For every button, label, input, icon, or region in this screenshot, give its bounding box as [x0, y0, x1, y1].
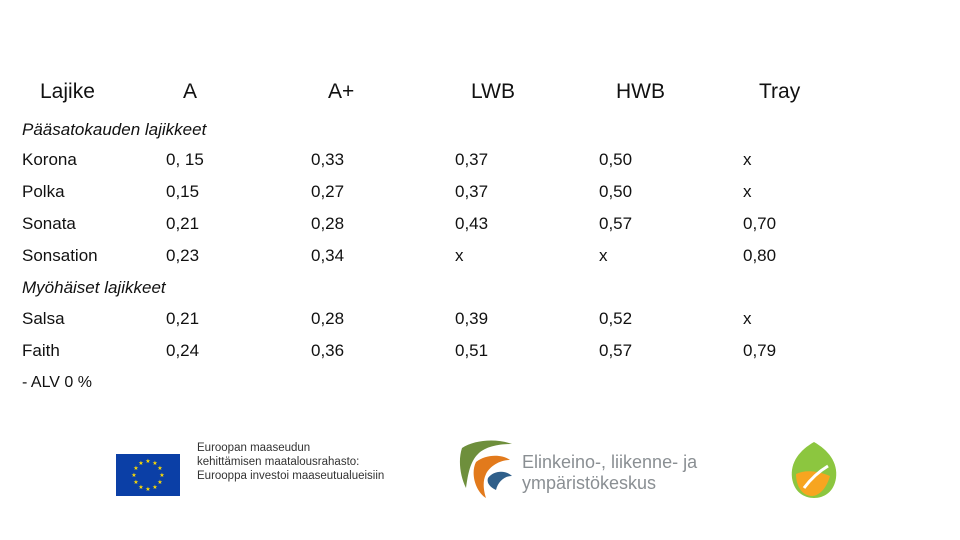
price-lwb: 0,37 — [455, 182, 489, 201]
svg-text:★: ★ — [133, 465, 138, 472]
price-lwb: 0,39 — [455, 309, 489, 328]
table-row: Sonsation 0,23 0,34 x x 0,80 — [0, 246, 960, 272]
column-header-a-plus: A+ — [328, 80, 355, 103]
price-a-plus: 0,28 — [311, 214, 345, 233]
price-tray: x — [743, 182, 752, 201]
svg-text:★: ★ — [145, 458, 150, 465]
variety-name: Faith — [22, 341, 60, 360]
table-row: Faith 0,24 0,36 0,51 0,57 0,79 — [0, 341, 960, 367]
table-row: Polka 0,15 0,27 0,37 0,50 x — [0, 182, 960, 208]
price-a: 0, 15 — [166, 150, 204, 169]
variety-name: Salsa — [22, 309, 65, 328]
column-header-hwb: HWB — [616, 80, 665, 103]
svg-text:★: ★ — [157, 479, 162, 486]
price-hwb: 0,50 — [599, 182, 633, 201]
section-title-main-season: Pääsatokauden lajikkeet — [22, 120, 207, 139]
column-header-a: A — [183, 80, 198, 103]
price-hwb: 0,57 — [599, 341, 633, 360]
variety-name: Sonata — [22, 214, 76, 233]
price-a-plus: 0,28 — [311, 309, 345, 328]
price-a: 0,15 — [166, 182, 200, 201]
price-hwb: 0,57 — [599, 214, 633, 233]
svg-text:★: ★ — [152, 460, 157, 467]
vat-note: - ALV 0 % — [22, 374, 92, 391]
column-header-lajike: Lajike — [40, 80, 95, 103]
price-a-plus: 0,36 — [311, 341, 345, 360]
price-tray: x — [743, 309, 752, 328]
price-lwb: 0,37 — [455, 150, 489, 169]
price-hwb: 0,52 — [599, 309, 633, 328]
price-a: 0,23 — [166, 246, 200, 265]
price-hwb: 0,50 — [599, 150, 633, 169]
price-tray: 0,79 — [743, 341, 777, 360]
price-a: 0,21 — [166, 214, 200, 233]
price-tray: 0,80 — [743, 246, 777, 265]
price-hwb: x — [599, 246, 608, 265]
price-tray: x — [743, 150, 752, 169]
leaf-logo — [786, 440, 842, 500]
svg-text:★: ★ — [138, 460, 143, 467]
price-lwb: 0,51 — [455, 341, 489, 360]
variety-name: Polka — [22, 182, 65, 201]
svg-text:★: ★ — [145, 486, 150, 493]
table-row: Sonata 0,21 0,28 0,43 0,57 0,70 — [0, 214, 960, 240]
section-title-late-varieties: Myöhäiset lajikkeet — [22, 278, 166, 297]
price-a: 0,24 — [166, 341, 200, 360]
svg-text:★: ★ — [131, 472, 136, 479]
table-row: Salsa 0,21 0,28 0,39 0,52 x — [0, 309, 960, 335]
price-a: 0,21 — [166, 309, 200, 328]
price-a-plus: 0,34 — [311, 246, 345, 265]
price-a-plus: 0,27 — [311, 182, 345, 201]
price-lwb: x — [455, 246, 464, 265]
column-header-tray: Tray — [759, 80, 801, 103]
ely-centre-text: Elinkeino-, liikenne- ja ympäristökeskus — [522, 452, 698, 493]
svg-text:★: ★ — [152, 484, 157, 491]
variety-name: Korona — [22, 150, 77, 169]
svg-text:★: ★ — [133, 479, 138, 486]
price-tray: 0,70 — [743, 214, 777, 233]
eu-flag-logo: ★ ★ ★ ★ ★ ★ ★ ★ ★ ★ ★ ★ — [116, 454, 180, 496]
svg-text:★: ★ — [138, 484, 143, 491]
table-row: Korona 0, 15 0,33 0,37 0,50 x — [0, 150, 960, 176]
svg-text:★: ★ — [157, 465, 162, 472]
svg-text:★: ★ — [159, 472, 164, 479]
column-header-lwb: LWB — [471, 80, 515, 103]
price-lwb: 0,43 — [455, 214, 489, 233]
ely-centre-logo — [456, 438, 516, 500]
eu-fund-text: Euroopan maaseudun kehittämisen maatalou… — [197, 442, 385, 482]
variety-name: Sonsation — [22, 246, 98, 265]
price-a-plus: 0,33 — [311, 150, 345, 169]
